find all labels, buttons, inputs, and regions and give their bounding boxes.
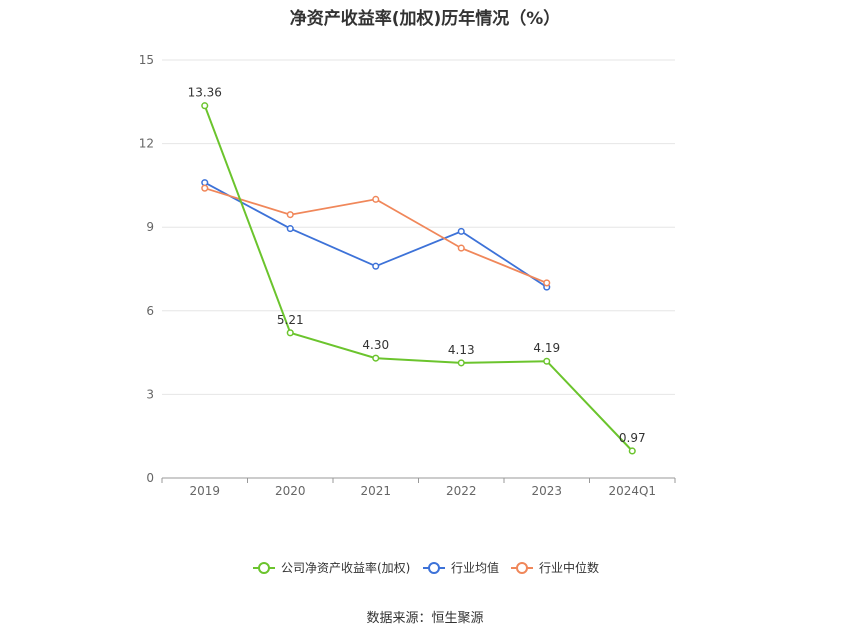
y-tick-label: 3 (146, 387, 154, 401)
data-point (201, 184, 209, 192)
data-point (286, 225, 294, 233)
x-tick-label: 2020 (275, 484, 306, 498)
data-point (201, 179, 209, 187)
y-tick-label: 9 (146, 220, 154, 234)
data-label: 4.13 (448, 343, 475, 357)
series-line (203, 105, 634, 452)
x-tick-label: 2019 (189, 484, 220, 498)
y-tick-label: 12 (139, 137, 154, 151)
legend-marker[interactable] (428, 562, 440, 574)
legend-label[interactable]: 公司净资产收益率(加权) (281, 560, 410, 575)
data-point (457, 359, 465, 367)
y-tick-label: 6 (146, 304, 154, 318)
y-tick-label: 15 (139, 53, 154, 67)
data-point (457, 227, 465, 235)
data-source: 数据来源：恒生聚源 (366, 611, 484, 626)
legend-label[interactable]: 行业中位数 (539, 560, 599, 575)
legend-label[interactable]: 行业均值 (451, 560, 499, 575)
data-point (286, 329, 294, 337)
x-tick-label: 2021 (360, 484, 391, 498)
legend-marker[interactable] (258, 562, 270, 574)
y-tick-label: 0 (146, 471, 154, 485)
legend-marker[interactable] (516, 562, 528, 574)
x-tick-label: 2022 (446, 484, 477, 498)
x-tick-label: 2023 (531, 484, 562, 498)
data-point (457, 244, 465, 252)
data-point (543, 357, 551, 365)
data-point (201, 102, 209, 110)
data-point (372, 195, 380, 203)
data-point (543, 279, 551, 287)
data-point (372, 354, 380, 362)
data-point (628, 447, 636, 455)
data-label: 4.30 (362, 338, 389, 352)
data-point (286, 211, 294, 219)
chart-title: 净资产收益率(加权)历年情况（%） (289, 9, 561, 29)
x-tick-label: 2024Q1 (608, 484, 656, 498)
data-label: 4.19 (533, 341, 560, 355)
data-label: 13.36 (188, 86, 222, 100)
data-point (372, 262, 380, 270)
data-label: 0.97 (619, 431, 646, 445)
data-label: 5.21 (277, 313, 304, 327)
